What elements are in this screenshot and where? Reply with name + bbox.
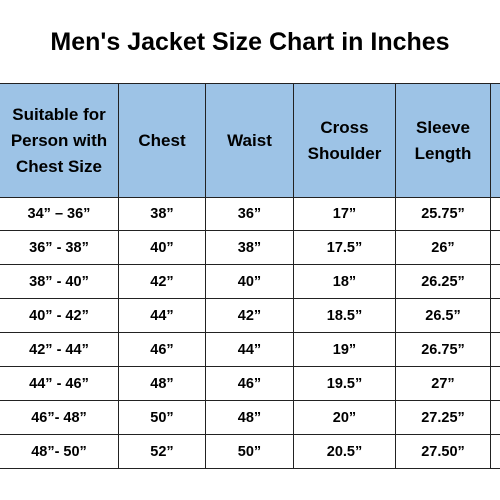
table-cell: 42” xyxy=(118,264,206,299)
header-cell: Sleeve Length xyxy=(395,83,491,198)
table-cell: 27” xyxy=(395,366,491,401)
header-cell: Chest xyxy=(118,83,206,198)
table-cell: 36” - 38” xyxy=(0,230,119,265)
table-cell xyxy=(490,366,500,401)
table-cell: 18” xyxy=(293,264,396,299)
table-cell: 38” - 40” xyxy=(0,264,119,299)
table-cell: 26.25” xyxy=(395,264,491,299)
table-cell: 20” xyxy=(293,400,396,435)
table-cell: 40” xyxy=(205,264,294,299)
table-cell xyxy=(490,298,500,333)
table-cell: 36” xyxy=(205,197,294,231)
table-cell: 20.5” xyxy=(293,434,396,469)
table-cell: 44” - 46” xyxy=(0,366,119,401)
table-cell: 42” xyxy=(205,298,294,333)
table-cell: 48” xyxy=(118,366,206,401)
table-cell: 34” – 36” xyxy=(0,197,119,231)
table-cell: 42” - 44” xyxy=(0,332,119,367)
header-cell xyxy=(490,83,500,198)
table-cell: 40” - 42” xyxy=(0,298,119,333)
table-cell: 27.50” xyxy=(395,434,491,469)
table-cell: 48”- 50” xyxy=(0,434,119,469)
table-cell: 26.75” xyxy=(395,332,491,367)
title: Men's Jacket Size Chart in Inches xyxy=(50,28,450,56)
table-cell: 52” xyxy=(118,434,206,469)
table-cell: 26.5” xyxy=(395,298,491,333)
table-cell: 46” xyxy=(205,366,294,401)
table-cell: 46”- 48” xyxy=(0,400,119,435)
table-cell: 19.5” xyxy=(293,366,396,401)
table-cell xyxy=(490,197,500,231)
table-cell: 19” xyxy=(293,332,396,367)
table-cell xyxy=(490,230,500,265)
table-cell: 38” xyxy=(205,230,294,265)
table-cell: 38” xyxy=(118,197,206,231)
table-cell: 50” xyxy=(118,400,206,435)
table-cell: 46” xyxy=(118,332,206,367)
table-cell: 18.5” xyxy=(293,298,396,333)
table-cell xyxy=(490,264,500,299)
table-cell: 26” xyxy=(395,230,491,265)
table-cell: 25.75” xyxy=(395,197,491,231)
table-cell xyxy=(490,332,500,367)
table-cell xyxy=(490,434,500,469)
header-cell: Waist xyxy=(205,83,294,198)
table-cell: 48” xyxy=(205,400,294,435)
header-cell: Cross Shoulder xyxy=(293,83,396,198)
table-cell: 17.5” xyxy=(293,230,396,265)
table-cell: 40” xyxy=(118,230,206,265)
table-cell: 50” xyxy=(205,434,294,469)
table-cell: 44” xyxy=(205,332,294,367)
table-cell: 27.25” xyxy=(395,400,491,435)
header-cell: Suitable for Person with Chest Size xyxy=(0,83,119,198)
table-cell xyxy=(490,400,500,435)
table-cell: 17” xyxy=(293,197,396,231)
table-cell: 44” xyxy=(118,298,206,333)
